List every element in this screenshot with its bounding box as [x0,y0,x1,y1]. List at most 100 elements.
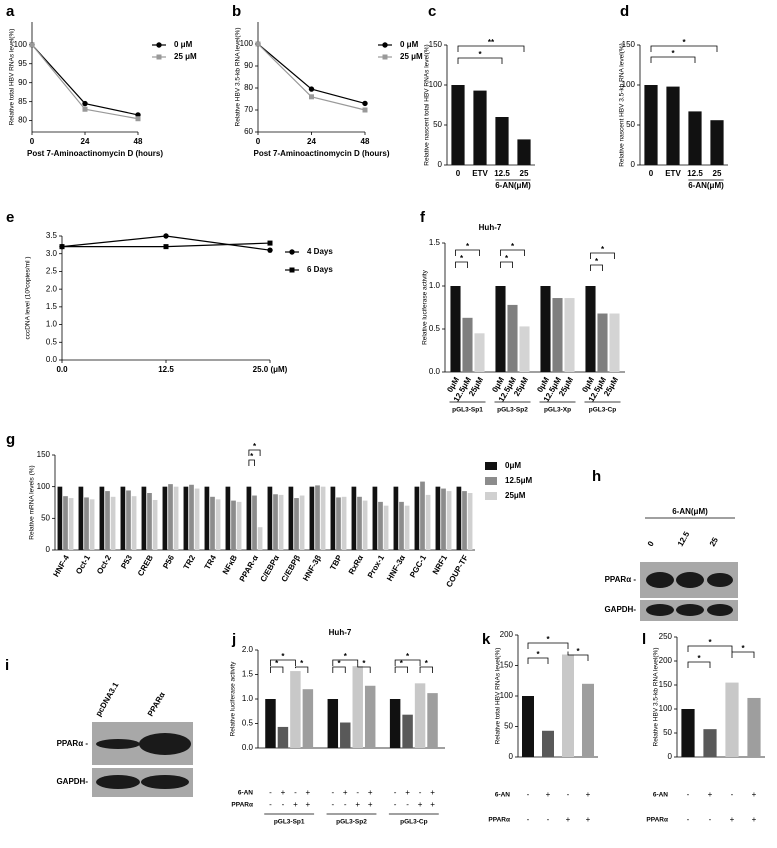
y-tick-label: 1.0 [242,694,254,703]
treatment-sign: - [344,800,347,809]
significance-bracket [500,261,513,268]
bar [273,494,278,550]
panel-letter: c [428,3,436,20]
bar [215,499,221,550]
significance-bracket [248,459,255,466]
treatment-sign: + [368,788,373,797]
x-tick-label: 25.0 (μM) [253,365,288,374]
panel-letter: l [642,631,646,648]
row-label: PPARα - [605,575,637,584]
significance-label: * [275,659,279,668]
bar [84,497,89,550]
bar [582,683,594,757]
y-tick-label: 100 [429,80,443,89]
blot-band [139,733,191,755]
treatment-sign: + [566,815,571,824]
bar [522,696,534,757]
y-tick-label: 100 [37,482,51,491]
treatment-sign: + [586,790,591,799]
bar [231,500,236,550]
significance-bracket [455,249,480,256]
significance-label: * [337,659,341,668]
marker [267,240,273,246]
legend-label: 0μM [505,461,521,470]
x-tick-label: PGC-1 [408,553,428,579]
blot-header: 6-AN(μM) [672,507,708,516]
significance-bracket [332,666,346,673]
treatment-sign: + [730,815,735,824]
y-tick-label: 50 [41,513,50,522]
bar [666,86,680,165]
blot-band [96,739,140,749]
legend-marker [156,54,162,60]
x-tick-label: 24 [81,137,90,146]
bar [63,496,68,550]
bar [89,499,95,550]
bar [414,683,426,748]
marker [163,233,169,239]
x-tick-label: 25 [713,169,722,178]
y-tick-label: 90 [18,78,27,87]
series-line [257,43,366,111]
significance-bracket [332,659,359,666]
panel-letter: d [620,3,629,20]
treatment-sign: - [394,800,397,809]
legend-swatch [485,492,497,500]
chart-title: Huh-7 [479,223,502,232]
bar [552,298,563,372]
significance-bracket [590,252,615,259]
bar [427,693,438,748]
bar [425,494,431,550]
y-axis-label: Relative nascent total HBV RNAs level(%) [424,44,431,165]
legend-swatch [485,477,497,485]
treatment-sign: - [731,790,734,799]
significance-label: * [478,50,482,59]
bar [540,286,551,372]
bar [210,496,215,550]
bar [456,486,462,550]
significance-bracket [270,666,284,673]
bar [309,486,315,550]
lane-label: pcDNA3.1 [94,680,121,718]
bar [152,499,158,550]
marker [59,244,65,250]
significance-label: * [466,242,470,251]
treatment-label: PPARα [231,802,253,809]
bar [168,484,173,550]
bar [441,488,446,550]
x-tick-label: 25 [520,169,529,178]
x-tick-label: CREB [136,553,155,577]
significance-label: * [511,242,515,251]
treatment-sign: - [269,800,272,809]
bar [357,496,362,550]
treatment-sign: - [331,788,334,797]
legend-marker [382,42,388,48]
treatment-sign: + [293,800,298,809]
bar [450,286,461,372]
blot-band [707,604,733,616]
bar [688,111,702,165]
x-tick-label: 24 [307,137,316,146]
y-axis-label: Relative HBV 3.5-kb RNA level(%) [653,648,660,747]
bar [183,486,189,550]
significance-bracket [294,666,309,673]
y-axis-label: Relative HBV 3.5-kb RNA level(%) [235,28,242,127]
significance-label: * [697,654,701,663]
blot-band [676,604,704,616]
y-tick-label: 0.5 [242,719,254,728]
bar [78,486,84,550]
bar [131,496,137,550]
y-tick-label: 2.5 [46,267,58,276]
panel-letter: f [420,209,426,226]
significance-bracket [457,45,525,52]
y-tick-label: 85 [18,97,27,106]
significance-label: * [406,652,410,661]
row-label: GAPDH- [56,777,88,786]
treatment-sign: + [418,800,423,809]
significance-label: * [546,635,550,644]
bar [710,120,724,165]
significance-label: * [741,644,745,653]
treatment-sign: - [709,815,712,824]
y-tick-label: 0 [509,752,514,761]
